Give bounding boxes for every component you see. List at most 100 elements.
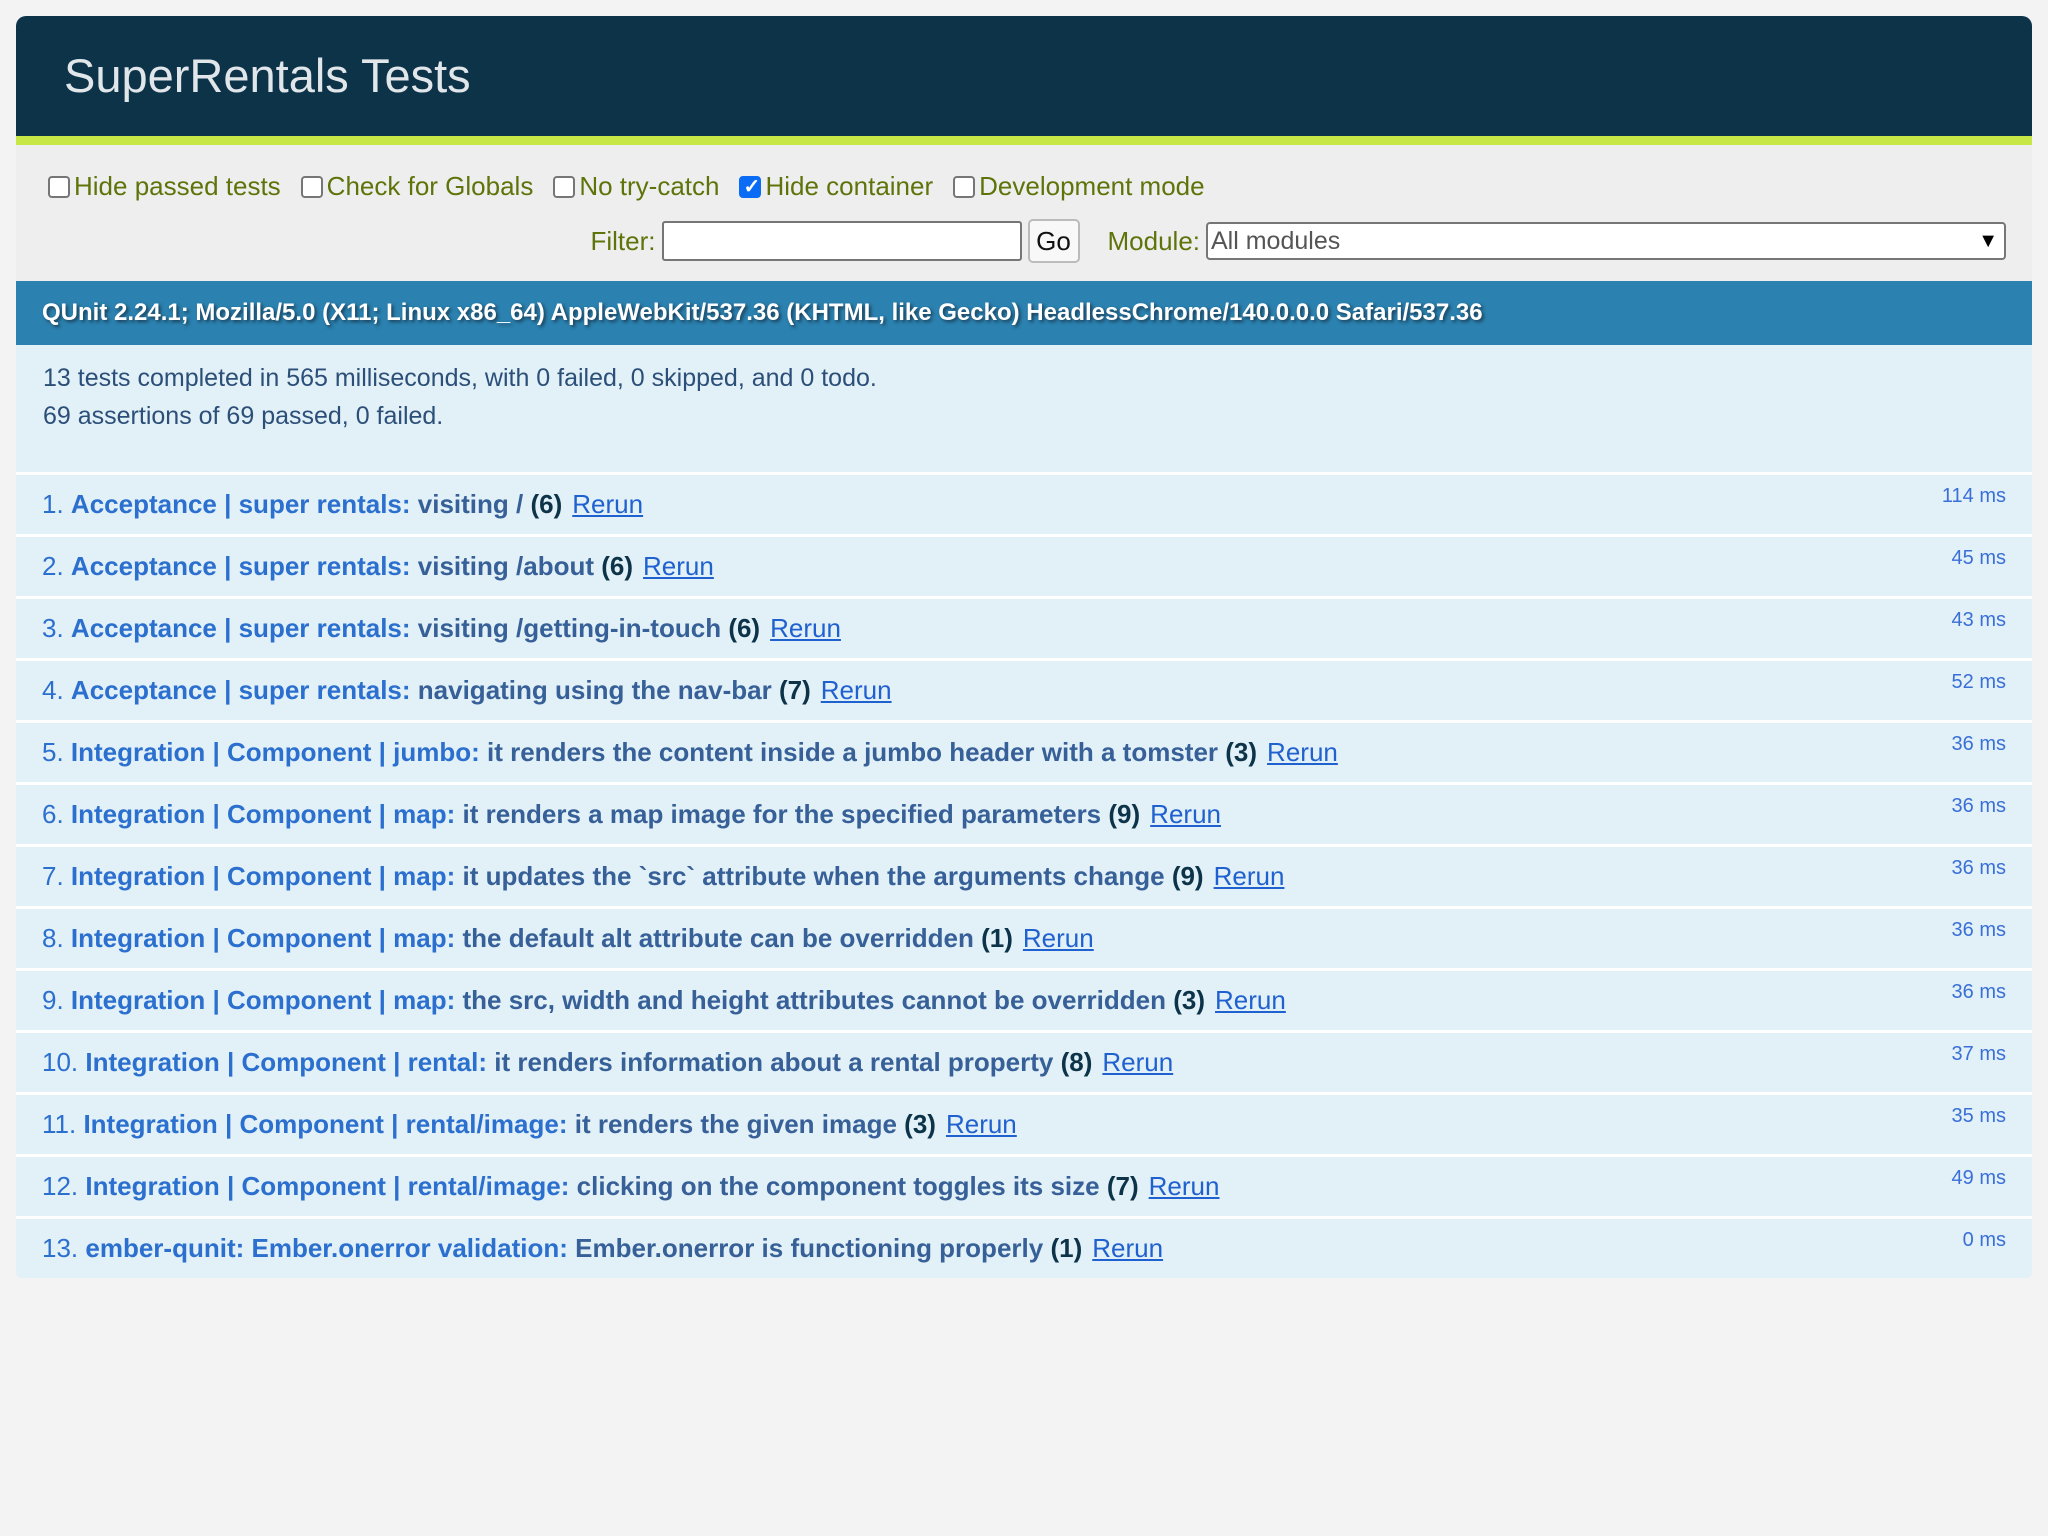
- test-name[interactable]: visiting /about: [417, 551, 595, 581]
- test-name[interactable]: clicking on the component toggles its si…: [576, 1171, 1100, 1201]
- test-row[interactable]: 8. Integration | Component | map: the de…: [16, 909, 2032, 971]
- test-number: 11.: [42, 1109, 77, 1139]
- rerun-link[interactable]: Rerun: [1215, 985, 1286, 1015]
- rerun-link[interactable]: Rerun: [1022, 923, 1094, 953]
- test-duration: 0 ms: [1962, 1229, 2006, 1251]
- test-row[interactable]: 4. Acceptance | super rentals: navigatin…: [16, 661, 2032, 723]
- test-row[interactable]: 12. Integration | Component | rental/ima…: [16, 1157, 2032, 1219]
- test-row[interactable]: 13. ember-qunit: Ember.onerror validatio…: [16, 1219, 2032, 1278]
- rerun-link[interactable]: Rerun: [1213, 861, 1285, 891]
- test-row[interactable]: 2. Acceptance | super rentals: visiting …: [16, 537, 2032, 599]
- module-label: Module:: [1107, 225, 1201, 256]
- rerun-link[interactable]: Rerun: [1148, 1171, 1220, 1201]
- test-duration: 36 ms: [1951, 857, 2006, 879]
- checkbox[interactable]: [739, 174, 762, 199]
- test-duration: 49 ms: [1951, 1167, 2006, 1189]
- test-duration: 114 ms: [1941, 485, 2006, 507]
- module-name[interactable]: ember-qunit: Ember.onerror validation:: [85, 1233, 568, 1263]
- test-row[interactable]: 1. Acceptance | super rentals: visiting …: [16, 475, 2032, 537]
- assertion-count: (9): [1108, 799, 1141, 829]
- test-name[interactable]: Ember.onerror is functioning properly: [575, 1233, 1044, 1263]
- option-label: Check for Globals: [326, 171, 534, 201]
- test-name[interactable]: visiting /: [417, 489, 524, 519]
- test-row[interactable]: 7. Integration | Component | map: it upd…: [16, 847, 2032, 909]
- rerun-link[interactable]: Rerun: [770, 613, 841, 643]
- module-name[interactable]: Integration | Component | rental/image:: [83, 1109, 568, 1139]
- test-name[interactable]: it renders the content inside a jumbo he…: [487, 737, 1219, 767]
- test-name[interactable]: visiting /getting-in-touch: [417, 613, 722, 643]
- test-duration: 43 ms: [1951, 609, 2006, 631]
- assertion-count: (3): [904, 1109, 936, 1139]
- test-name[interactable]: the default alt attribute can be overrid…: [462, 923, 974, 953]
- module-name[interactable]: Integration | Component | jumbo:: [70, 737, 480, 767]
- assertion-count: (3): [1225, 737, 1258, 767]
- checkbox[interactable]: [953, 175, 976, 198]
- option-hide-container[interactable]: Hide container: [739, 171, 933, 202]
- module-select-value: All modules: [1211, 226, 1341, 255]
- test-name[interactable]: it renders information about a rental pr…: [494, 1047, 1054, 1077]
- test-row[interactable]: 6. Integration | Component | map: it ren…: [16, 785, 2032, 847]
- toolbar: Hide passed tests Check for Globals No try…: [16, 145, 2032, 281]
- filter-input[interactable]: [661, 221, 1022, 261]
- module-name[interactable]: Acceptance | super rentals:: [70, 551, 411, 581]
- assertion-count: (1): [981, 923, 1013, 953]
- module-name[interactable]: Acceptance | super rentals:: [70, 675, 411, 705]
- filter-bar: Filter: Go Module: All modules ▼: [591, 219, 2006, 263]
- option-check-for-globals[interactable]: Check for Globals: [300, 171, 534, 202]
- option-no-try-catch[interactable]: No try-catch: [553, 171, 719, 202]
- rerun-link[interactable]: Rerun: [572, 489, 644, 519]
- test-number: 7.: [42, 861, 64, 891]
- module-name[interactable]: Integration | Component | map:: [70, 799, 456, 829]
- rerun-link[interactable]: Rerun: [1102, 1047, 1174, 1077]
- rerun-link[interactable]: Rerun: [1092, 1233, 1164, 1263]
- assertion-count: (6): [601, 551, 634, 581]
- option-label: No try-catch: [579, 171, 720, 201]
- test-duration: 45 ms: [1951, 547, 2006, 569]
- test-list: 1. Acceptance | super rentals: visiting …: [16, 475, 2032, 1278]
- rerun-link[interactable]: Rerun: [1150, 799, 1221, 829]
- module-select[interactable]: All modules ▼: [1206, 222, 2006, 260]
- test-duration: 36 ms: [1951, 981, 2006, 1003]
- checkbox[interactable]: [300, 175, 323, 198]
- rerun-link[interactable]: Rerun: [643, 551, 714, 581]
- module-name[interactable]: Integration | Component | map:: [70, 985, 456, 1015]
- module-name[interactable]: Integration | Component | map:: [70, 923, 456, 953]
- toolbar-options: Hide passed tests Check for Globals No try…: [48, 171, 1205, 202]
- module-name[interactable]: Acceptance | super rentals:: [70, 489, 411, 519]
- test-row[interactable]: 5. Integration | Component | jumbo: it r…: [16, 723, 2032, 785]
- test-number: 13.: [42, 1233, 79, 1263]
- option-label: Development mode: [979, 171, 1205, 201]
- option-label: Hide container: [765, 171, 934, 201]
- page-title[interactable]: SuperRentals Tests: [64, 49, 471, 102]
- test-duration: 36 ms: [1951, 795, 2006, 817]
- checkbox[interactable]: [553, 175, 576, 198]
- test-row[interactable]: 3. Acceptance | super rentals: visiting …: [16, 599, 2032, 661]
- module-name[interactable]: Integration | Component | rental/image:: [85, 1171, 570, 1201]
- module-name[interactable]: Acceptance | super rentals:: [70, 613, 411, 643]
- test-name[interactable]: navigating using the nav-bar: [417, 675, 772, 705]
- test-duration: 36 ms: [1951, 919, 2006, 941]
- test-number: 1.: [42, 489, 64, 519]
- test-name[interactable]: the src, width and height attributes can…: [462, 985, 1166, 1015]
- rerun-link[interactable]: Rerun: [820, 675, 892, 705]
- test-number: 2.: [42, 551, 64, 581]
- summary-tests: 13 tests completed in 565 milliseconds, …: [43, 364, 877, 392]
- test-number: 9.: [42, 985, 64, 1015]
- option-hide-passed-tests[interactable]: Hide passed tests: [48, 171, 281, 202]
- go-button[interactable]: Go: [1027, 219, 1080, 263]
- test-row[interactable]: 9. Integration | Component | map: the sr…: [16, 971, 2032, 1033]
- assertion-count: (7): [1106, 1171, 1139, 1201]
- module-name[interactable]: Integration | Component | rental:: [85, 1047, 488, 1077]
- test-row[interactable]: 10. Integration | Component | rental: it…: [16, 1033, 2032, 1095]
- rerun-link[interactable]: Rerun: [1267, 737, 1338, 767]
- test-number: 3.: [42, 613, 64, 643]
- test-name[interactable]: it updates the `src` attribute when the …: [462, 861, 1165, 891]
- assertion-count: (6): [530, 489, 563, 519]
- rerun-link[interactable]: Rerun: [945, 1109, 1017, 1139]
- test-name[interactable]: it renders the given image: [574, 1109, 897, 1139]
- test-name[interactable]: it renders a map image for the specified…: [462, 799, 1102, 829]
- checkbox[interactable]: [48, 175, 70, 198]
- module-name[interactable]: Integration | Component | map:: [70, 861, 456, 891]
- test-row[interactable]: 11. Integration | Component | rental/ima…: [16, 1095, 2032, 1157]
- option-development-mode[interactable]: Development mode: [953, 171, 1205, 202]
